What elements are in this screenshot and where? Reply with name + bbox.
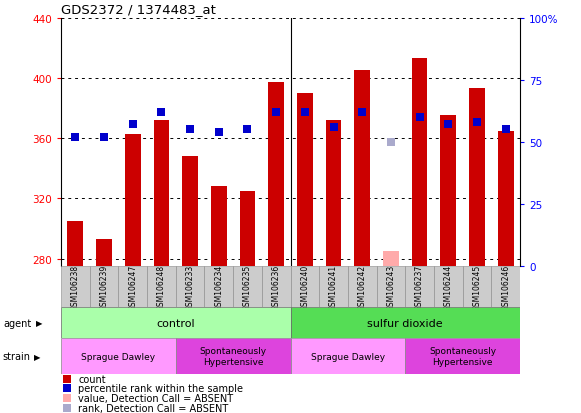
Text: GSM106240: GSM106240 [300,264,309,310]
Bar [319,266,348,308]
Text: GSM106245: GSM106245 [472,264,482,310]
Point [415,114,424,121]
Point [185,127,195,133]
Text: GSM106238: GSM106238 [71,264,80,310]
Bar [406,266,434,308]
Text: Spontaneously
Hypertensive: Spontaneously Hypertensive [429,347,496,366]
Text: GSM106247: GSM106247 [128,264,137,310]
Bar [354,71,370,266]
Bar [462,266,492,308]
Point [300,109,310,116]
Bar [498,131,514,266]
Text: GSM106241: GSM106241 [329,264,338,310]
Point [472,119,482,126]
Text: agent: agent [3,318,31,328]
Bar [239,191,256,266]
Point [329,124,338,131]
Point [128,122,137,128]
Text: GSM106248: GSM106248 [157,264,166,310]
Bar [147,266,175,308]
Bar [469,89,485,266]
Text: GSM106234: GSM106234 [214,264,223,310]
Bar [233,266,262,308]
Point [71,134,80,141]
Point [501,127,510,133]
Bar [67,221,83,266]
Point [271,109,281,116]
Bar [175,266,205,308]
Bar [376,266,406,308]
Bar [406,339,520,374]
Text: percentile rank within the sample: percentile rank within the sample [78,384,243,394]
Bar [61,308,290,339]
Bar [89,266,119,308]
Bar [440,116,456,266]
Text: Spontaneously
Hypertensive: Spontaneously Hypertensive [199,347,267,366]
Text: GSM106236: GSM106236 [272,264,281,310]
Point [99,134,109,141]
Bar [492,266,520,308]
Bar [119,266,147,308]
Bar [383,252,399,266]
Bar [434,266,462,308]
Bar [96,240,112,266]
Text: ▶: ▶ [36,319,42,328]
Text: GSM106235: GSM106235 [243,264,252,310]
Bar [262,266,290,308]
Bar [325,121,342,266]
Point [444,122,453,128]
Text: control: control [156,318,195,328]
Bar [205,266,233,308]
Text: GSM106239: GSM106239 [99,264,109,310]
Point [157,109,166,116]
Point [62,395,71,401]
Text: ▶: ▶ [34,352,40,361]
Text: count: count [78,374,106,384]
Bar [290,266,319,308]
Bar [153,121,169,266]
Text: strain: strain [3,351,31,361]
Text: value, Detection Call = ABSENT: value, Detection Call = ABSENT [78,393,234,403]
Text: GSM106243: GSM106243 [386,264,396,310]
Point [62,385,71,392]
Bar [348,266,376,308]
Bar [268,83,284,266]
Bar [175,339,290,374]
Text: GSM106246: GSM106246 [501,264,510,310]
Point [214,129,224,136]
Text: rank, Detection Call = ABSENT: rank, Detection Call = ABSENT [78,403,229,413]
Point [62,405,71,411]
Bar [412,59,428,266]
Point [243,127,252,133]
Text: Sprague Dawley: Sprague Dawley [311,352,385,361]
Text: GSM106233: GSM106233 [185,264,195,310]
Text: Sprague Dawley: Sprague Dawley [81,352,156,361]
Text: GSM106242: GSM106242 [358,264,367,310]
Bar [125,134,141,266]
Text: GSM106237: GSM106237 [415,264,424,310]
Point [62,375,71,382]
Bar [297,94,313,266]
Bar [290,339,406,374]
Point [357,109,367,116]
Bar [182,157,198,266]
Bar [61,266,89,308]
Text: sulfur dioxide: sulfur dioxide [367,318,443,328]
Point [386,139,396,146]
Bar [61,339,175,374]
Bar [211,187,227,266]
Text: GDS2372 / 1374483_at: GDS2372 / 1374483_at [61,3,216,16]
Text: GSM106244: GSM106244 [444,264,453,310]
Bar [290,308,520,339]
